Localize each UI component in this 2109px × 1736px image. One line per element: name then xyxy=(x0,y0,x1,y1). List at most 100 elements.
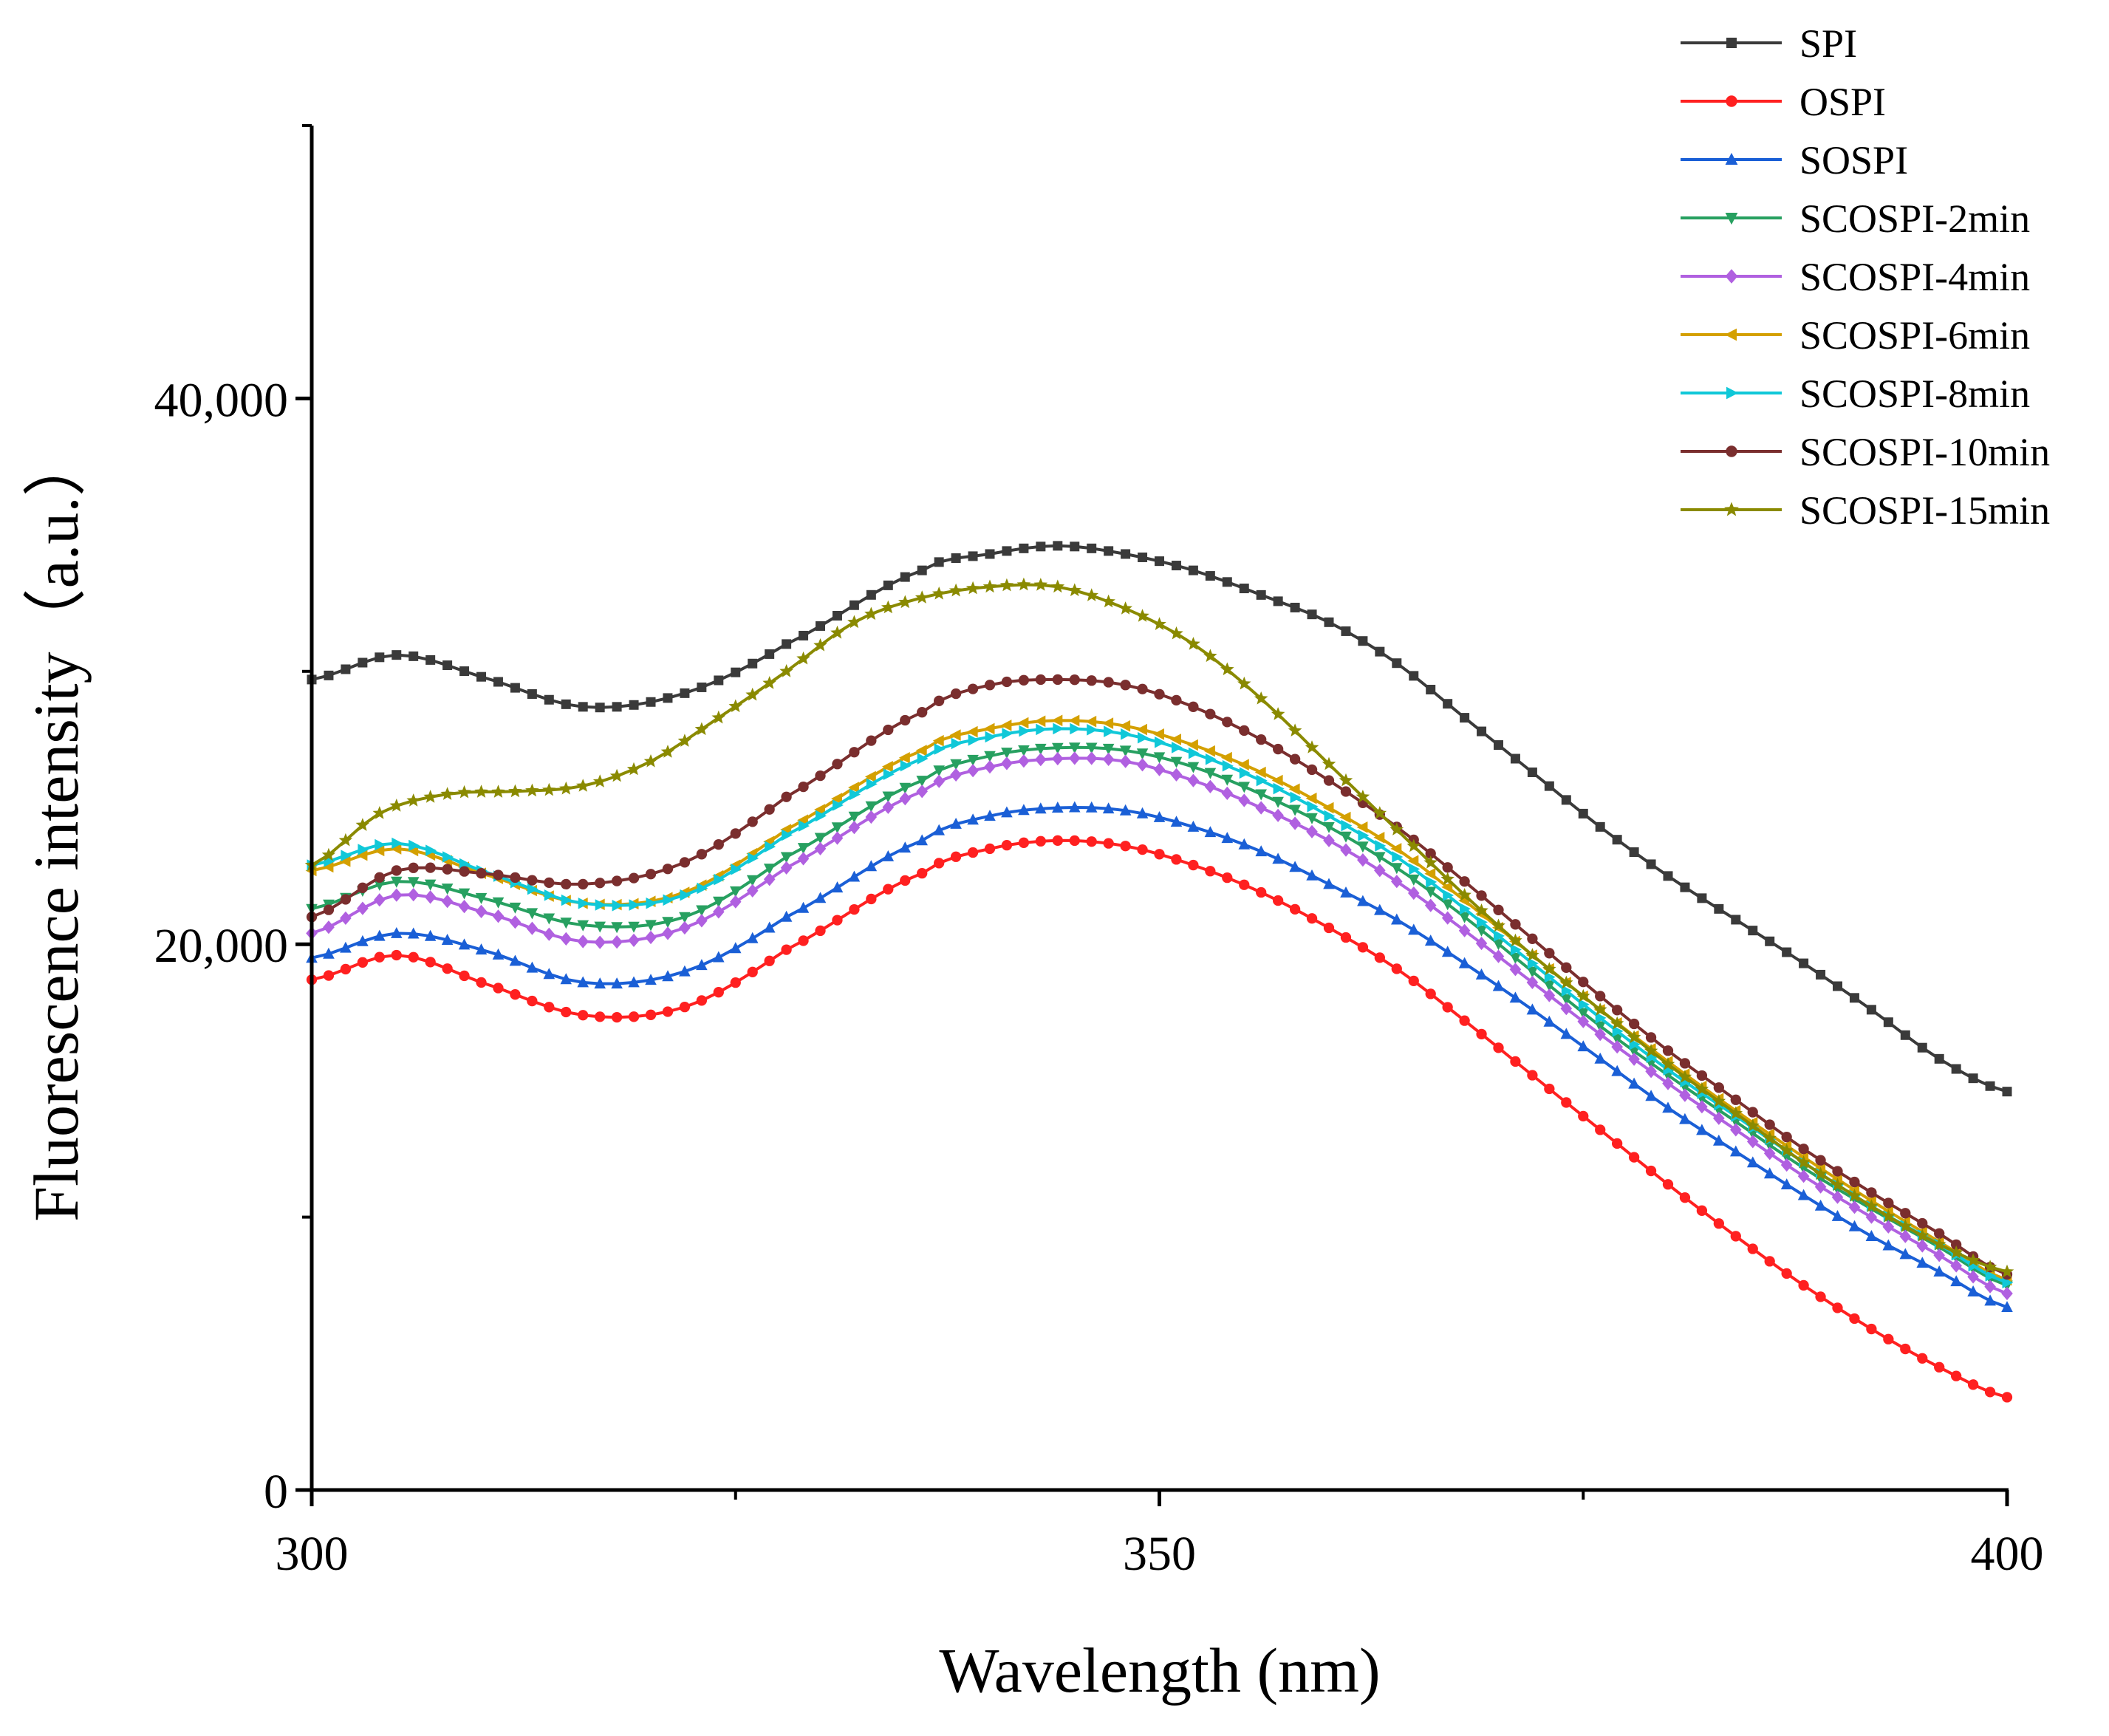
data-point xyxy=(1578,977,1589,988)
data-point xyxy=(679,912,691,923)
data-point xyxy=(1475,936,1488,951)
data-point xyxy=(1966,1253,1980,1267)
data-point xyxy=(1593,1002,1607,1016)
data-point xyxy=(1713,1218,1725,1229)
data-point xyxy=(1035,743,1047,755)
data-point xyxy=(1121,728,1132,740)
data-point xyxy=(696,905,708,917)
data-point xyxy=(459,970,470,982)
data-point xyxy=(1985,1081,1995,1091)
data-point xyxy=(1305,792,1317,804)
data-point xyxy=(764,955,775,966)
legend-label: SCOSPI-4min xyxy=(1799,255,2030,299)
data-point xyxy=(1271,707,1285,720)
data-point xyxy=(1645,1032,1657,1043)
data-point xyxy=(950,688,962,700)
data-point xyxy=(1237,676,1251,690)
data-point xyxy=(1171,561,1181,571)
data-point xyxy=(848,811,861,823)
data-point xyxy=(679,1002,691,1013)
data-point xyxy=(899,792,911,806)
data-point xyxy=(882,791,895,803)
data-point xyxy=(407,844,419,857)
data-point xyxy=(560,932,572,946)
data-point xyxy=(865,810,878,824)
data-point xyxy=(1356,790,1370,803)
data-point xyxy=(527,883,539,895)
data-point xyxy=(747,816,758,827)
data-point xyxy=(1323,922,1335,934)
data-point xyxy=(526,908,539,920)
data-point xyxy=(1915,1228,1929,1242)
data-point xyxy=(1018,674,1030,686)
data-point xyxy=(983,722,995,735)
data-point xyxy=(458,888,471,900)
legend-label: SCOSPI-6min xyxy=(1799,313,2030,358)
data-point xyxy=(1477,726,1487,737)
data-point xyxy=(883,768,895,780)
data-point xyxy=(408,951,419,963)
data-point xyxy=(1866,1187,1877,1198)
data-point xyxy=(1187,820,1200,832)
data-point xyxy=(1730,1094,1741,1105)
data-point xyxy=(407,927,420,939)
data-point xyxy=(1070,541,1080,552)
data-point xyxy=(1594,1021,1606,1033)
data-point xyxy=(1458,957,1471,968)
data-point xyxy=(1272,852,1284,864)
data-point xyxy=(1646,859,1656,869)
data-point xyxy=(881,761,893,773)
data-point xyxy=(865,801,878,813)
data-point xyxy=(797,843,810,855)
data-point xyxy=(680,688,690,698)
data-point xyxy=(1373,806,1387,819)
data-point xyxy=(1951,1064,1961,1074)
data-point xyxy=(339,855,351,867)
data-point xyxy=(1273,743,1284,755)
data-point xyxy=(1273,895,1284,906)
data-point xyxy=(1492,949,1505,963)
series-scospi-15min xyxy=(304,577,2014,1278)
data-point xyxy=(815,770,826,782)
legend-label: SCOSPI-2min xyxy=(1799,197,2030,241)
data-point xyxy=(1120,841,1131,852)
data-point xyxy=(1730,1145,1742,1157)
data-point xyxy=(881,600,895,614)
data-point xyxy=(561,894,572,906)
data-point xyxy=(423,790,437,803)
data-point xyxy=(1323,775,1335,786)
series-ospi xyxy=(306,835,2013,1403)
data-point xyxy=(1087,724,1098,736)
data-point xyxy=(1984,1387,1996,1398)
data-point xyxy=(915,745,927,756)
data-point xyxy=(1221,786,1234,800)
data-point xyxy=(1170,734,1181,745)
data-point xyxy=(358,657,368,668)
data-point xyxy=(1662,1076,1674,1090)
data-point xyxy=(392,837,403,850)
y-tick-label: 0 xyxy=(264,1465,288,1519)
data-point xyxy=(1288,783,1300,796)
series-scospi-10min xyxy=(306,674,2013,1280)
data-point xyxy=(967,683,979,694)
data-point xyxy=(1578,1110,1589,1122)
data-point xyxy=(425,862,436,873)
data-point xyxy=(1104,546,1114,556)
data-point xyxy=(882,800,895,814)
data-point xyxy=(1712,1094,1726,1107)
data-point xyxy=(1764,1119,1775,1130)
data-point xyxy=(442,963,453,974)
data-point xyxy=(1714,903,1724,914)
data-point xyxy=(1561,962,1572,973)
series-scospi-2min xyxy=(306,742,2013,1292)
data-point xyxy=(967,764,979,778)
data-point xyxy=(1053,722,1064,735)
data-point xyxy=(340,894,352,905)
data-point xyxy=(645,974,657,985)
data-point xyxy=(1086,675,1097,686)
data-point xyxy=(713,839,724,850)
data-point xyxy=(1882,1239,1895,1251)
data-point xyxy=(1544,781,1554,791)
data-point xyxy=(1186,637,1200,650)
data-point xyxy=(796,651,810,665)
